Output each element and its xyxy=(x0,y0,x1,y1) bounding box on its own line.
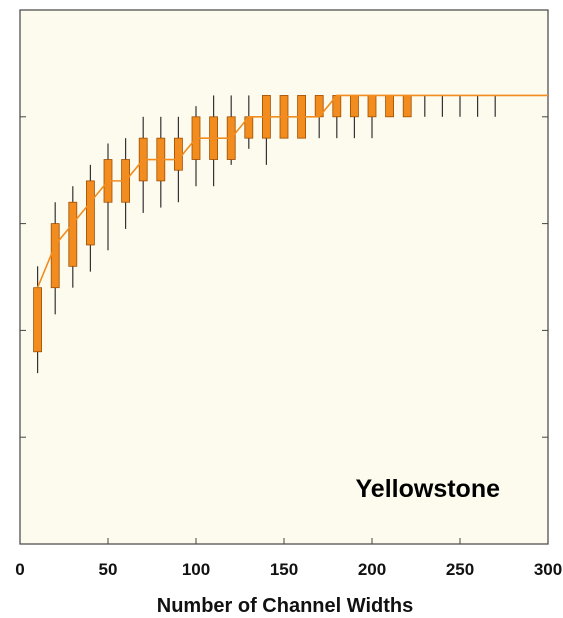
x-tick-label: 200 xyxy=(358,560,386,579)
box xyxy=(50,223,60,289)
x-tick-label: 250 xyxy=(446,560,474,579)
box xyxy=(68,201,78,267)
x-tick-label: 0 xyxy=(15,560,24,579)
x-axis-ticks: 0 50 100 150 200 250 300 xyxy=(15,538,562,579)
box xyxy=(33,287,42,353)
x-tick-label: 300 xyxy=(534,560,562,579)
x-tick-label: 50 xyxy=(99,560,118,579)
box xyxy=(173,137,183,171)
box xyxy=(402,95,412,118)
x-axis-title: Number of Channel Widths xyxy=(157,595,413,617)
box xyxy=(86,180,95,246)
box xyxy=(349,95,359,118)
y-axis-ticks xyxy=(20,9,548,545)
median-line xyxy=(36,94,548,288)
x-tick-label: 100 xyxy=(182,560,210,579)
box xyxy=(367,95,377,118)
chart-annotation: Yellowstone xyxy=(356,475,501,503)
box xyxy=(385,95,395,118)
plot-background xyxy=(19,9,549,545)
x-tick-label: 150 xyxy=(270,560,298,579)
